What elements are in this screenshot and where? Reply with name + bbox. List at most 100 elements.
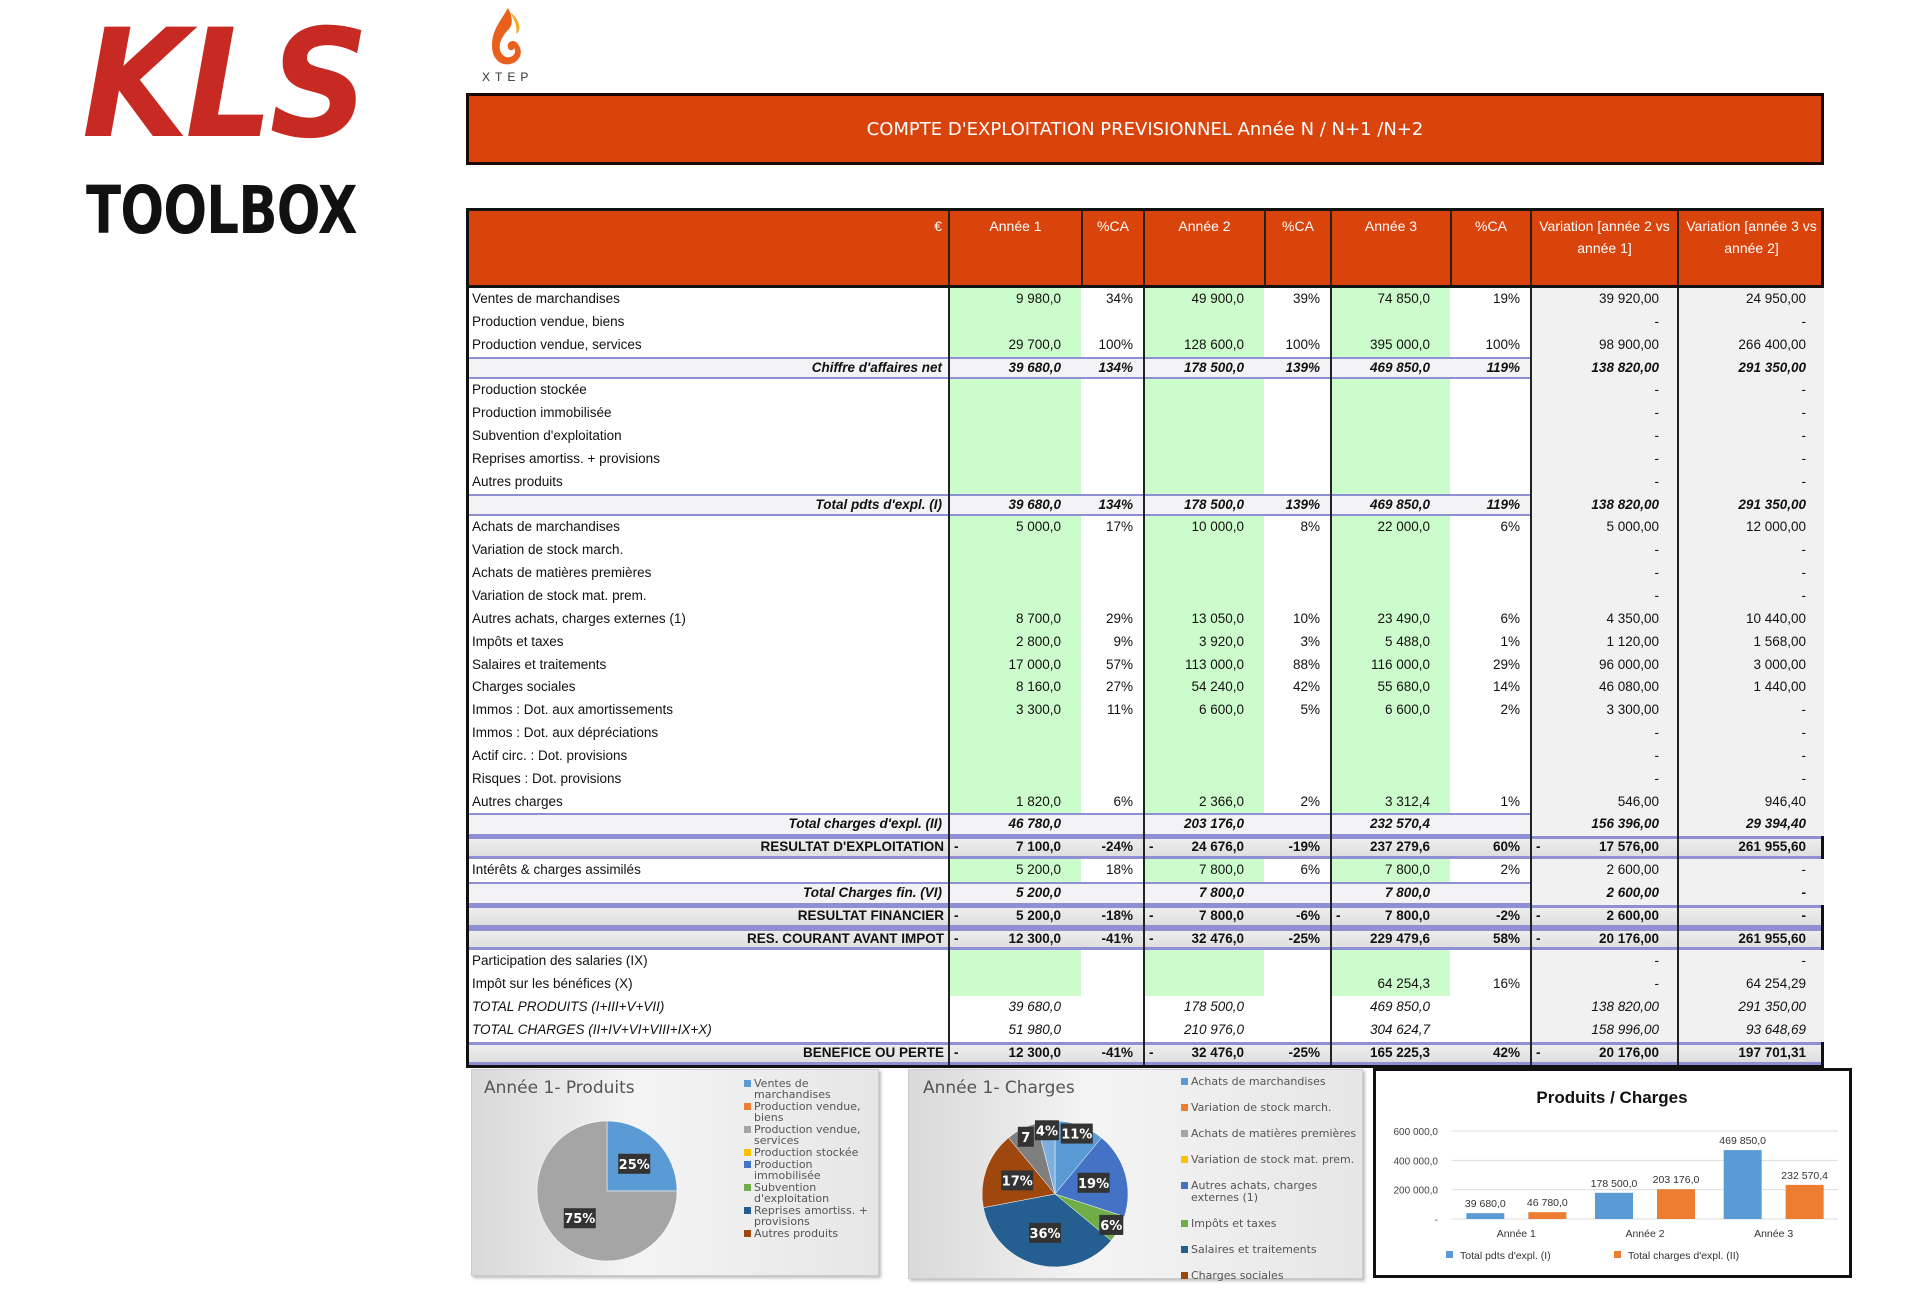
cell-value [1330,447,1450,471]
legend-item: Production stockée [744,1147,874,1158]
cell-text: Impôt sur les bénéfices (X) [472,976,633,992]
cell-value: - 17 576,00 [1530,836,1677,860]
cell-text: - [1801,747,1807,763]
cell-text: - [1654,953,1660,969]
cell-text: 55 680,0 [1377,679,1430,695]
column-header: Variation [année 3 vs année 2] [1677,211,1824,285]
cell-value [1264,471,1330,494]
cell-value [1264,722,1330,745]
cell-value [1081,539,1143,562]
cell-value [948,379,1081,403]
cell-value: - 20 176,00 [1530,1041,1677,1065]
pie-plot: 11% 19% 6% 36% 17% 7 4% [981,1120,1129,1268]
cell-value [1330,402,1450,426]
cell-text: 128 600,0 [1183,336,1244,352]
cell-text: 7 100,0 [1015,839,1061,855]
cell-text: 39 680,0 [1008,999,1061,1015]
cell-value: 119% [1450,357,1530,380]
cell-value: 128 600,0 [1143,333,1264,357]
cell-value: - [1677,904,1824,928]
cell-value: 291 350,00 [1677,356,1824,380]
negative-sign: - [1536,930,1541,946]
cell-text: 32 476,0 [1191,930,1244,946]
cell-value: - [1530,767,1677,791]
legend-item: Salaires et traitements [1181,1244,1361,1256]
legend-item: Production vendue, biens [744,1101,874,1123]
cell-text: 1 120,00 [1606,633,1659,649]
kls-logo: KLS [82,0,369,172]
cell-value [1264,379,1330,402]
legend-item: Production vendue, services [744,1124,874,1146]
cell-text: 19% [1492,291,1520,306]
cell-value: 93 648,69 [1677,1019,1824,1042]
cell-text: 100% [1485,336,1520,352]
cell-value: - [1677,402,1824,426]
slice-label: 75% [564,1212,595,1227]
data-label: 232 570,4 [1781,1170,1828,1182]
xtep-logo-text: XTEP [482,70,534,84]
cell-text: 139% [1285,359,1320,375]
cell-value: 1 820,0 [948,790,1081,814]
cell-text: 7 800,0 [1384,907,1430,923]
cell-value [1330,584,1450,608]
cell-text: 51 980,0 [1008,1022,1061,1037]
cell-value: - [1677,447,1824,471]
cell-value [1450,539,1530,562]
cell-value [1264,1019,1330,1042]
legend-label: Ventes de marchandises [754,1077,831,1101]
data-label: 46 780,0 [1527,1197,1568,1209]
slice-label-bg [1060,1123,1093,1144]
cell-text: - [1801,907,1807,923]
cell-text: 261 955,60 [1738,930,1806,946]
row-label: Production vendue, biens [469,311,948,334]
cell-value: 1% [1450,631,1530,654]
row-label: Impôts et taxes [469,631,948,654]
chart-title: Année 1- Produits [484,1078,635,1098]
bar [1785,1184,1824,1219]
cell-text: - [1801,473,1807,489]
cell-value [1264,768,1330,791]
cell-text: 7 800,0 [1198,884,1244,900]
cell-value: -19% [1264,836,1330,859]
cell-text: - [1654,725,1660,741]
legend-label: Variation de stock mat. prem. [1191,1153,1355,1166]
legend-swatch [744,1149,751,1156]
cell-value: 29% [1450,654,1530,677]
cell-value [948,425,1081,448]
table-body: Ventes de marchandises 9 980,0 34% 49 900,0… [469,288,1824,1065]
cell-text: 16% [1492,976,1520,992]
table-row: BENEFICE OU PERTE -12 300,0 -41% -32 476,0-… [469,1041,1821,1065]
slice-label-bg [563,1208,596,1229]
y-tick-label: 200 000,0 [1394,1186,1439,1197]
cell-value: - [1530,562,1677,585]
legend-swatch [1446,1251,1453,1258]
cell-text: 24 676,0 [1191,839,1244,855]
cell-text: - [1801,428,1807,444]
legend-item: Achats de marchandises [1181,1076,1361,1088]
cell-text: -41% [1101,1044,1133,1060]
cell-text: BENEFICE OU PERTE [802,1044,944,1060]
cell-text: 23 490,0 [1377,610,1430,626]
cell-value [1330,744,1450,768]
cell-value: 12 000,00 [1677,516,1824,540]
cell-value [1143,310,1264,334]
cell-text: 158 996,00 [1591,1022,1659,1037]
cell-text: 1 568,00 [1753,633,1806,649]
column-header: Variation [année 2 vs année 1] [1530,211,1677,285]
cell-value: - [1677,722,1824,745]
legend-item: Achats de matières premières [1181,1128,1361,1140]
cell-text: 5 200,0 [1015,907,1061,923]
cell-value: - [1677,310,1824,334]
row-label: Total pdts d'expl. (I) [469,494,948,517]
cell-text: 29% [1492,656,1520,672]
cell-text: TOTAL CHARGES (II+IV+VI+VIII+IX+X) [472,1022,712,1037]
cell-text: -24% [1101,839,1133,855]
legend-swatch [1181,1078,1188,1085]
cell-value [1450,768,1530,791]
cell-value [1081,950,1143,973]
cell-value [1264,539,1330,562]
x-tick-label: Année 3 [1754,1228,1793,1240]
cell-text: 29 394,40 [1745,816,1806,832]
cell-text: - [1801,587,1807,603]
cell-text: 469 850,0 [1369,496,1430,512]
